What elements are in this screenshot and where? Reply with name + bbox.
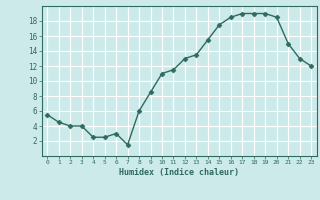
X-axis label: Humidex (Indice chaleur): Humidex (Indice chaleur) — [119, 168, 239, 177]
